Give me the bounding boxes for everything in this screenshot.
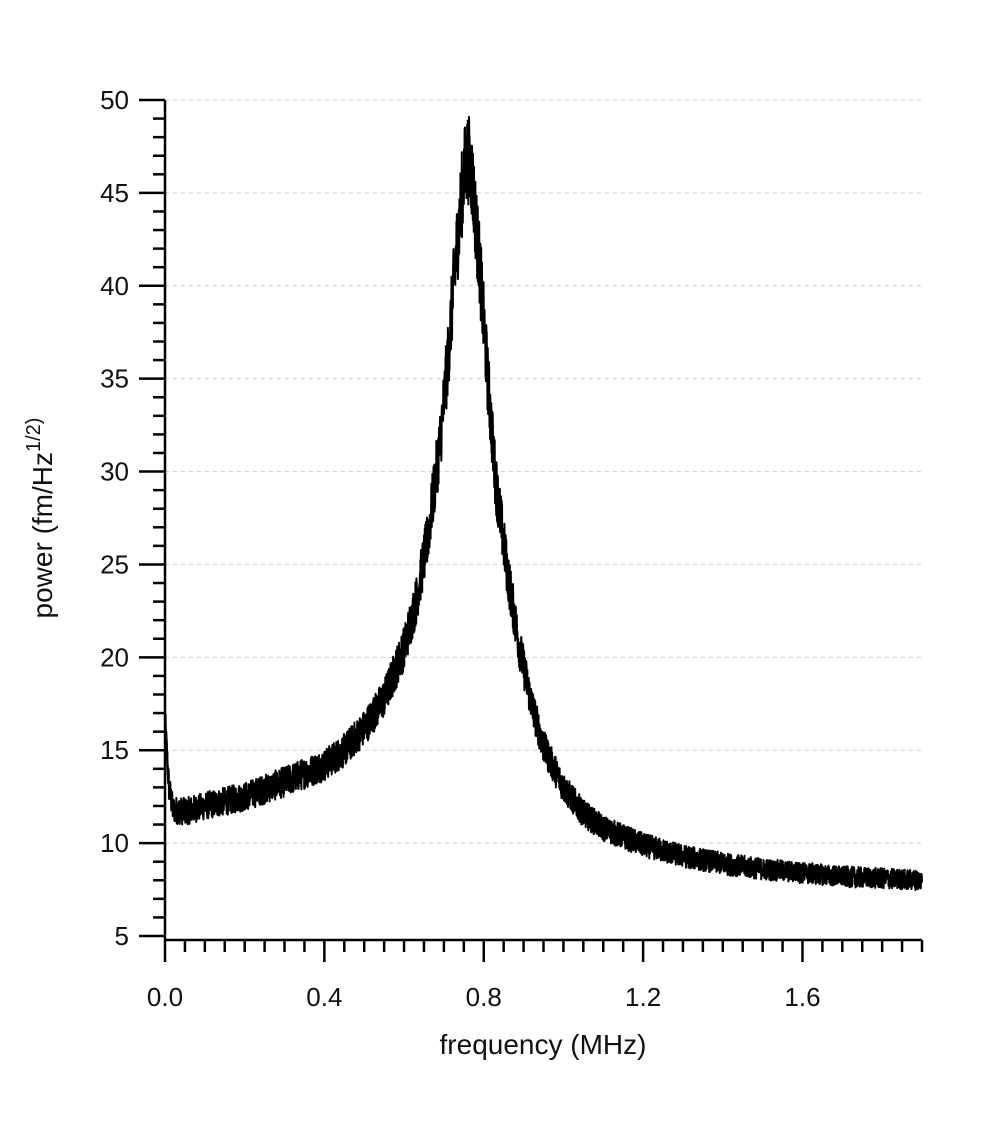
y-tick-label: 10 bbox=[100, 828, 129, 858]
y-tick-label: 30 bbox=[100, 457, 129, 487]
x-tick-label: 0.8 bbox=[466, 982, 502, 1012]
y-axis-label: power (fm/Hz1/2) bbox=[23, 418, 58, 619]
x-tick-label: 0.4 bbox=[306, 982, 342, 1012]
y-ticks: 5 10 15 20 25 30 35 40 45 50 bbox=[100, 85, 165, 951]
x-tick-label: 1.2 bbox=[625, 982, 661, 1012]
y-tick-label: 20 bbox=[100, 642, 129, 672]
x-axis-label: frequency (MHz) bbox=[440, 1029, 647, 1060]
x-ticks: 0.0 0.4 0.8 1.2 1.6 bbox=[147, 940, 924, 1012]
x-tick-label: 1.6 bbox=[784, 982, 820, 1012]
y-tick-label: 40 bbox=[100, 271, 129, 301]
y-tick-label: 35 bbox=[100, 364, 129, 394]
spectrum-line bbox=[164, 115, 923, 892]
y-tick-label: 45 bbox=[100, 178, 129, 208]
y-axis-label-main: power (fm/Hz bbox=[27, 452, 58, 618]
x-tick-label: 0.0 bbox=[147, 982, 183, 1012]
series-signal bbox=[164, 115, 923, 892]
y-tick-label: 5 bbox=[115, 921, 129, 951]
y-tick-label: 50 bbox=[100, 85, 129, 115]
y-tick-label: 25 bbox=[100, 549, 129, 579]
y-tick-label: 15 bbox=[100, 735, 129, 765]
y-axis-label-superscript: 1/2) bbox=[23, 418, 45, 452]
axes bbox=[163, 100, 922, 942]
